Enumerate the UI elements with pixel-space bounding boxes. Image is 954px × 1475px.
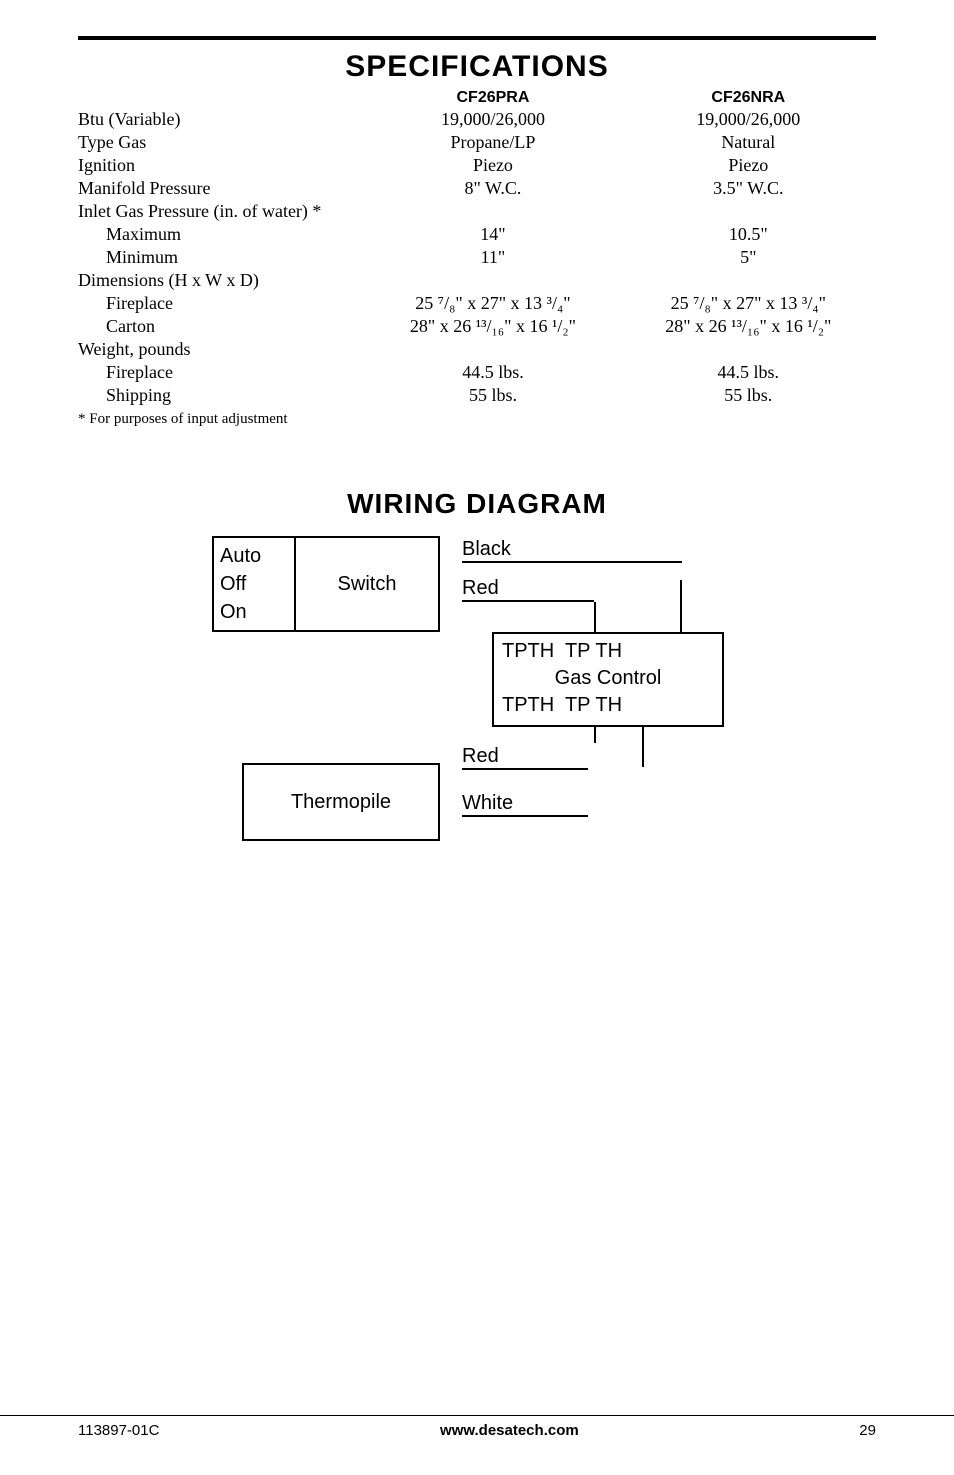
- wiring-heading: WIRING DIAGRAM: [78, 488, 876, 520]
- row-label: Weight, pounds: [78, 338, 876, 361]
- row-label: Ignition: [78, 154, 365, 177]
- cell: Piezo: [365, 154, 620, 177]
- switch-box: Auto Off On Switch: [212, 536, 440, 632]
- cell: 55 lbs.: [621, 384, 876, 407]
- footer-center: www.desatech.com: [440, 1422, 579, 1439]
- gas-row-3: TPTH TP TH: [502, 692, 714, 719]
- col-header-1: CF26PRA: [365, 88, 620, 108]
- thermopile-label: Thermopile: [291, 791, 391, 814]
- page-footer: 113897-01C www.desatech.com 29: [0, 1415, 954, 1439]
- row-label: Fireplace: [78, 362, 173, 382]
- wiring-diagram: Auto Off On Switch Black Red TPTH: [212, 536, 742, 841]
- switch-label: Switch: [296, 538, 438, 630]
- cell: 14": [365, 223, 620, 246]
- row-label: Type Gas: [78, 131, 365, 154]
- row-label: Minimum: [78, 247, 178, 267]
- cell: 25 ⁷/₈" x 27" x 13 ³/₄": [621, 292, 876, 315]
- cell: Piezo: [621, 154, 876, 177]
- wire-white-label: White: [462, 792, 588, 817]
- cell: 8" W.C.: [365, 177, 620, 200]
- gas-row-1: TPTH TP TH: [502, 638, 714, 665]
- row-label: Carton: [78, 316, 155, 336]
- cell: 10.5": [621, 223, 876, 246]
- cell: Propane/LP: [365, 131, 620, 154]
- cell: 44.5 lbs.: [621, 361, 876, 384]
- switch-off-label: Off: [220, 573, 288, 596]
- row-label: Dimensions (H x W x D): [78, 269, 876, 292]
- row-label: Maximum: [78, 224, 181, 244]
- wire-black-label: Black: [462, 538, 682, 563]
- row-label: Shipping: [78, 385, 171, 405]
- thermopile-box: Thermopile: [242, 763, 440, 841]
- row-label: Fireplace: [78, 293, 173, 313]
- footer-left: 113897-01C: [78, 1422, 159, 1439]
- cell: 19,000/26,000: [365, 108, 620, 131]
- cell: 25 ⁷/₈" x 27" x 13 ³/₄": [365, 292, 620, 315]
- cell: 3.5" W.C.: [621, 177, 876, 200]
- gas-control-box: TPTH TP TH Gas Control TPTH TP TH: [492, 632, 724, 727]
- gas-row-2: Gas Control: [502, 665, 714, 692]
- cell: 5": [621, 246, 876, 269]
- cell: 55 lbs.: [365, 384, 620, 407]
- cell: 28" x 26 ¹³/₁₆" x 16 ¹/₂": [621, 315, 876, 338]
- cell: 19,000/26,000: [621, 108, 876, 131]
- col-header-2: CF26NRA: [621, 88, 876, 108]
- specifications-heading: SPECIFICATIONS: [78, 50, 876, 84]
- cell: 44.5 lbs.: [365, 361, 620, 384]
- cell: 28" x 26 ¹³/₁₆" x 16 ¹/₂": [365, 315, 620, 338]
- row-label: Inlet Gas Pressure (in. of water) *: [78, 200, 876, 223]
- footnote: * For purposes of input adjustment: [78, 411, 876, 428]
- row-label: Manifold Pressure: [78, 177, 365, 200]
- footer-right: 29: [859, 1422, 876, 1439]
- switch-auto-label: Auto: [220, 545, 288, 568]
- row-label: Btu (Variable): [78, 108, 365, 131]
- cell: 11": [365, 246, 620, 269]
- cell: Natural: [621, 131, 876, 154]
- wire-red-label-2: Red: [462, 745, 588, 770]
- specifications-table: CF26PRA CF26NRA Btu (Variable)19,000/26,…: [78, 88, 876, 407]
- switch-on-label: On: [220, 601, 288, 624]
- wire-red-label: Red: [462, 577, 594, 602]
